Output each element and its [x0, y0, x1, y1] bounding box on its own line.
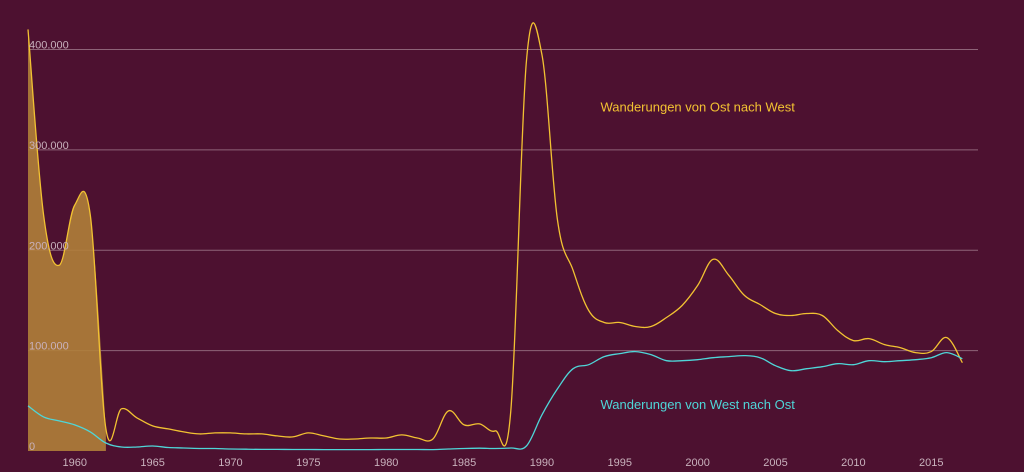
annotation-west-nach-ost: Wanderungen von West nach Ost — [600, 397, 795, 412]
x-tick-label-2010: 2010 — [841, 457, 865, 469]
x-tick-label-1965: 1965 — [140, 457, 164, 469]
series-line-west-nach-ost — [27, 350, 963, 451]
y-tick-label-0: 0 — [29, 441, 35, 453]
x-tick-label-1985: 1985 — [452, 457, 476, 469]
x-tick-label-2005: 2005 — [763, 457, 787, 469]
y-tick-label-300000: 300.000 — [29, 140, 69, 152]
x-axis-ticks: 1960 1965 1970 1975 1980 1985 1990 1995 2000 2005… — [62, 457, 943, 469]
x-tick-label-1960: 1960 — [62, 457, 86, 469]
x-tick-label-1995: 1995 — [608, 457, 632, 469]
y-tick-label-200000: 200.000 — [29, 240, 69, 252]
y-tick-label-100000: 100.000 — [29, 341, 69, 353]
series-lines — [27, 22, 963, 451]
x-tick-label-1975: 1975 — [296, 457, 320, 469]
series-line-ost-nach-west — [27, 22, 963, 447]
series-annotations: Wanderungen von Ost nach West Wanderungen… — [600, 100, 795, 412]
x-tick-label-1970: 1970 — [218, 457, 242, 469]
annotation-ost-nach-west: Wanderungen von Ost nach West — [600, 100, 795, 115]
x-tick-label-2000: 2000 — [685, 457, 709, 469]
y-axis-ticks: 0 100.000 200.000 300.000 400.000 — [29, 40, 69, 454]
x-tick-label-1980: 1980 — [374, 457, 398, 469]
y-tick-label-400000: 400.000 — [29, 40, 69, 52]
x-tick-label-1990: 1990 — [530, 457, 554, 469]
x-tick-label-2015: 2015 — [919, 457, 943, 469]
gridlines — [28, 49, 978, 352]
